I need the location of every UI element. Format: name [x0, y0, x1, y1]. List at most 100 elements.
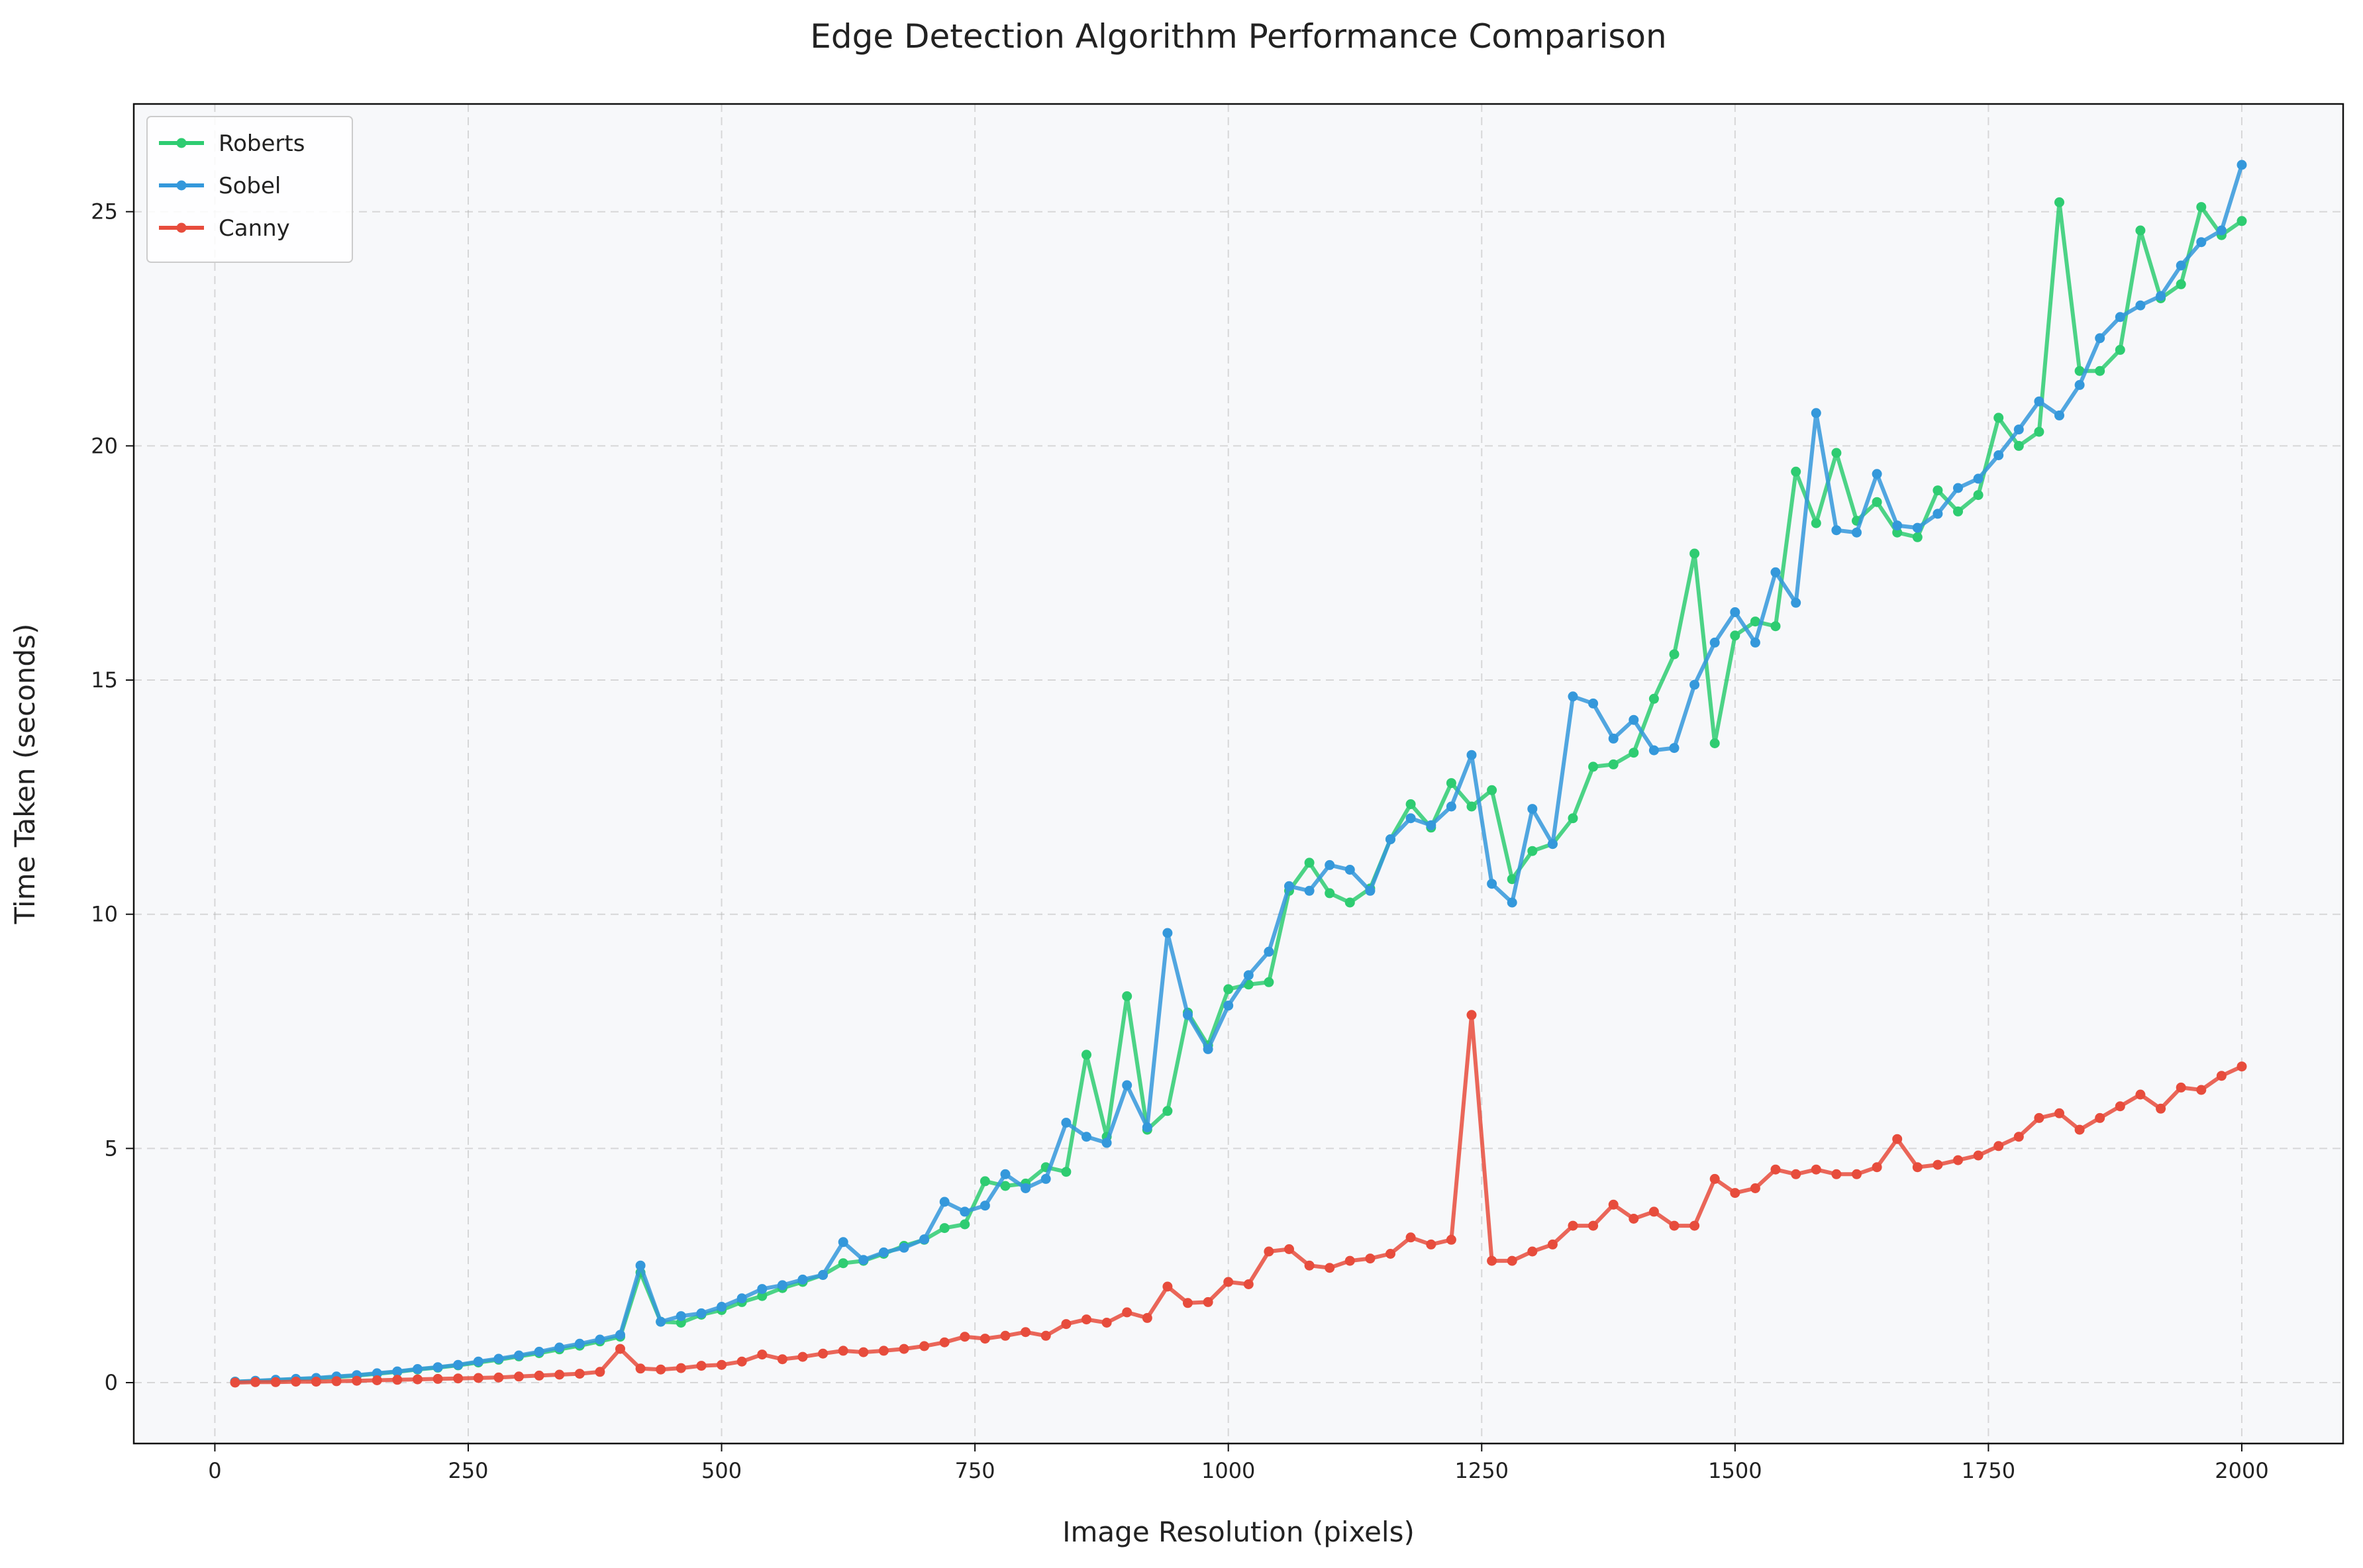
x-tick-label: 750: [955, 1458, 995, 1483]
canny-point: [230, 1377, 240, 1388]
roberts-point: [1993, 413, 2004, 423]
sobel-point: [1933, 509, 1943, 519]
roberts-point: [1608, 759, 1619, 769]
roberts-point: [1527, 846, 1538, 856]
canny-point: [777, 1354, 787, 1365]
canny-point: [1325, 1263, 1335, 1273]
roberts-point: [1629, 748, 1639, 758]
canny-point: [696, 1361, 707, 1371]
sobel-point: [1000, 1169, 1011, 1179]
sobel-point: [2034, 396, 2044, 407]
sobel-point: [919, 1234, 930, 1245]
canny-point: [1040, 1330, 1051, 1341]
sobel-point: [473, 1356, 483, 1367]
roberts-point: [1325, 888, 1335, 899]
sobel-point: [1101, 1138, 1112, 1148]
canny-point: [919, 1341, 930, 1351]
roberts-point: [2115, 344, 2125, 355]
canny-point: [413, 1374, 423, 1385]
canny-point: [2156, 1103, 2166, 1114]
canny-point: [432, 1373, 443, 1384]
canny-point: [1122, 1307, 1132, 1318]
roberts-point: [1304, 858, 1315, 868]
canny-point: [1426, 1239, 1436, 1250]
canny-line: [234, 1012, 2243, 1385]
canny-point: [372, 1375, 382, 1385]
sobel-point: [777, 1280, 787, 1291]
sobel-point: [1487, 879, 1497, 889]
canny-point: [473, 1373, 483, 1383]
sobel-point: [1588, 698, 1599, 709]
axis-ticks: 0 250 500 750 1000 1250 1500 1750 2000 0 5 10 15 20 25: [91, 199, 2268, 1483]
plot-frame: [132, 103, 2344, 1445]
canny-point: [736, 1356, 747, 1367]
canny-point: [1750, 1183, 1760, 1193]
roberts-point: [2013, 440, 2024, 451]
roberts-point: [1933, 485, 1943, 496]
canny-point: [1852, 1169, 1862, 1179]
canny-point: [878, 1346, 889, 1356]
series-group: [230, 160, 2247, 1388]
roberts-point: [757, 1291, 768, 1301]
roberts-point: [1264, 977, 1274, 987]
roberts-point: [939, 1223, 950, 1234]
sobel-point: [1061, 1118, 1072, 1128]
sobel-point: [574, 1338, 585, 1349]
sobel-point: [1264, 946, 1274, 957]
sobel-point: [1953, 483, 1963, 493]
sobel-point: [554, 1342, 565, 1353]
sobel-point: [514, 1350, 524, 1361]
sobel-point: [1568, 691, 1578, 702]
gridlines: [134, 104, 2343, 1444]
legend-label: Canny: [219, 215, 290, 242]
canny-point: [656, 1364, 666, 1375]
roberts-point: [1061, 1167, 1072, 1177]
canny-point: [1385, 1249, 1395, 1259]
sobel-point: [757, 1284, 768, 1295]
roberts-point: [2095, 366, 2105, 376]
sobel-point: [2095, 333, 2105, 344]
sobel-point: [1344, 865, 1355, 875]
sobel-point: [2216, 225, 2227, 236]
sobel-point: [595, 1334, 605, 1345]
canny-point: [534, 1370, 544, 1381]
sobel-point: [1426, 820, 1436, 830]
x-axis-title: Image Resolution (pixels): [1062, 1516, 1415, 1548]
sobel-point: [1183, 1010, 1193, 1020]
canny-point: [1061, 1319, 1072, 1330]
sobel-point: [1304, 885, 1315, 896]
legend-marker: [176, 138, 187, 148]
roberts-point: [1487, 785, 1497, 795]
roberts-point: [2135, 225, 2146, 236]
canny-point: [939, 1337, 950, 1348]
y-tick-label: 0: [105, 1370, 118, 1395]
sobel-point: [2074, 379, 2085, 390]
canny-point: [352, 1375, 362, 1386]
canny-point: [554, 1369, 565, 1380]
y-tick-label: 25: [91, 199, 118, 224]
canny-point: [1953, 1155, 1963, 1165]
canny-point: [2135, 1089, 2146, 1100]
sobel-point: [1709, 637, 1720, 648]
legend-marker: [176, 180, 187, 191]
canny-point: [1588, 1220, 1599, 1231]
y-tick-label: 20: [91, 433, 118, 458]
roberts-point: [1831, 448, 1842, 458]
canny-point: [2216, 1071, 2227, 1081]
canny-point: [514, 1371, 524, 1382]
canny-point: [1648, 1206, 1659, 1217]
sobel-point: [615, 1330, 625, 1340]
roberts-point: [1750, 616, 1760, 627]
sobel-point: [878, 1247, 889, 1257]
canny-point: [1000, 1330, 1011, 1341]
canny-point: [1466, 1010, 1477, 1020]
roberts-point: [1081, 1050, 1091, 1060]
sobel-point: [1081, 1132, 1091, 1142]
sobel-point: [493, 1353, 504, 1364]
roberts-point: [1466, 801, 1477, 812]
sobel-point: [939, 1197, 950, 1207]
y-tick-label: 15: [91, 667, 118, 693]
sobel-point: [1547, 839, 1558, 850]
x-tick-label: 2000: [2215, 1458, 2268, 1483]
canny-point: [2054, 1108, 2064, 1118]
